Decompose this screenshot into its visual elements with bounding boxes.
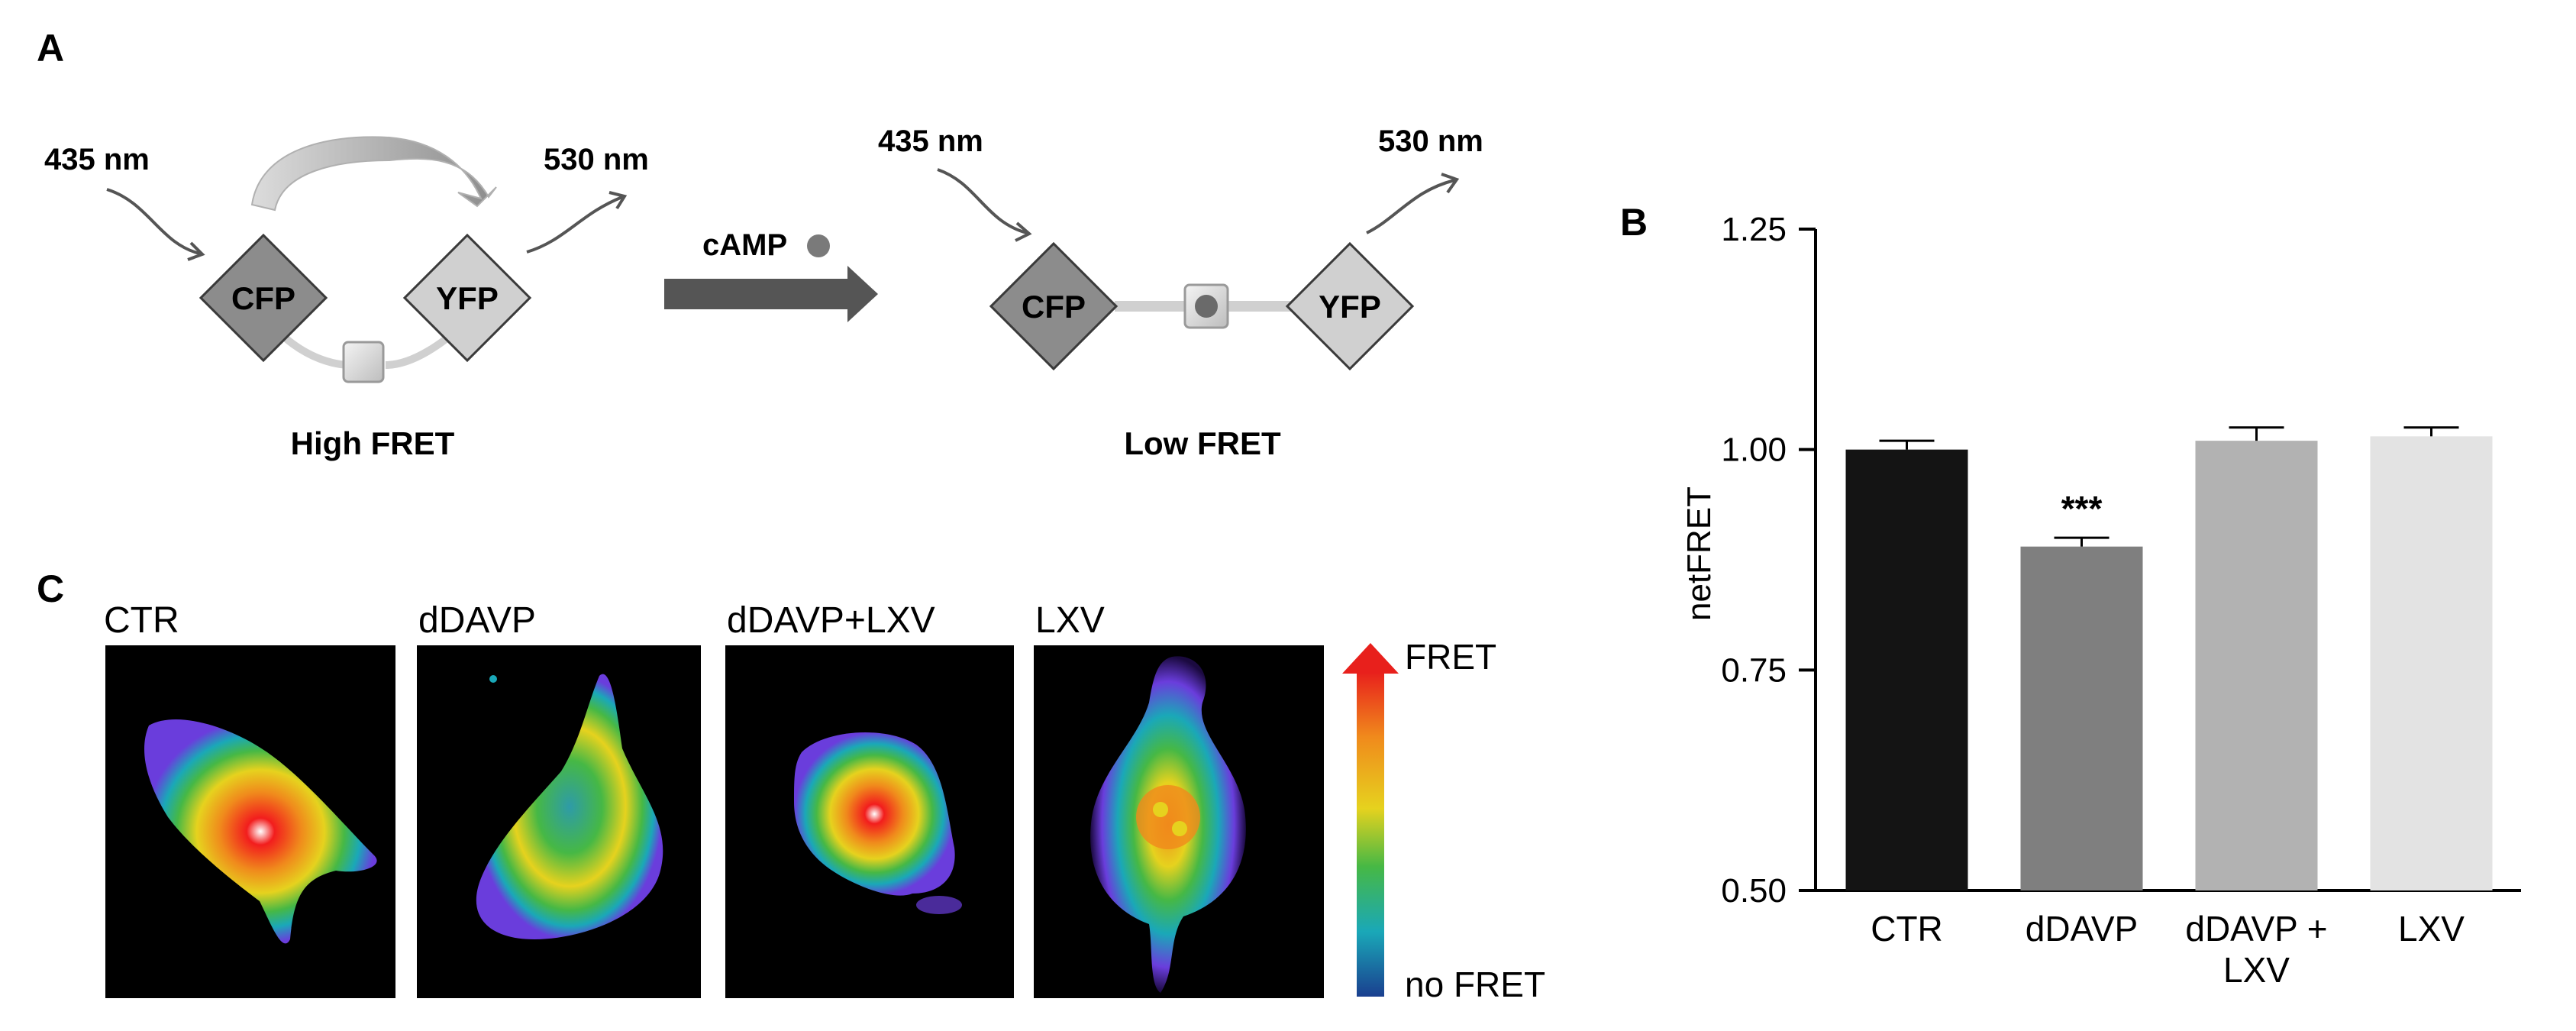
- high-emission-label: 530 nm: [544, 143, 649, 176]
- energy-transfer-arrow: [250, 136, 497, 212]
- low-excitation-label: 435 nm: [878, 124, 983, 158]
- camp-label: cAMP: [702, 228, 787, 262]
- high-fret-caption: High FRET: [291, 425, 455, 461]
- high-cyclic-binding-domain: [342, 341, 385, 383]
- x-tick-label: dDAVP: [2026, 909, 2138, 949]
- x-tick-label: LXV: [2223, 950, 2290, 990]
- panel-b-letter: B: [1620, 201, 1648, 244]
- panel-a-letter: A: [37, 27, 64, 69]
- color-scale-top-label: FRET: [1405, 637, 1496, 677]
- high-yfp-diamond: [402, 233, 532, 363]
- image-label-ddavp-lxv: dDAVP+LXV: [727, 600, 935, 641]
- y-tick-label: 1.25: [1721, 211, 1787, 248]
- high-cfp-diamond: [199, 233, 328, 363]
- low-cfp-diamond: [989, 241, 1119, 371]
- bars: ***: [1845, 426, 2493, 890]
- high-emission-arrow: [526, 196, 623, 254]
- panel-c: C CTR dDAVP dDAVP+LXV LXV: [37, 567, 1545, 1004]
- low-fret-sensor: 435 nm 530 nm CFP YFP Low FRET: [878, 124, 1483, 461]
- x-tick-label: dDAVP +: [2185, 909, 2327, 949]
- significance-annotation: ***: [2061, 489, 2103, 528]
- cell-ddavp: [476, 674, 663, 939]
- y-axis-label: netFRET: [1680, 486, 1718, 621]
- high-excitation-arrow: [106, 188, 201, 255]
- cell-ctr: [144, 719, 377, 944]
- fret-image-lxv: [1034, 645, 1324, 998]
- camp-dot: [807, 234, 830, 257]
- color-scale-arrowhead: [1342, 643, 1399, 674]
- bar: [1845, 449, 1968, 890]
- camp-transition: cAMP: [664, 228, 878, 322]
- bar: [2370, 436, 2493, 890]
- color-scale-bar: [1357, 672, 1384, 997]
- high-excitation-label: 435 nm: [44, 143, 150, 176]
- bar-chart: B netFRET 0.50 0.75 1.00 1.25 *** CTR dDAVP d…: [1620, 201, 2521, 990]
- low-yfp-diamond: [1285, 241, 1415, 371]
- panel-a: A 435 nm 530 nm CFP YFP High FRET cAMP: [37, 27, 1483, 461]
- low-emission-arrow: [1366, 179, 1455, 234]
- high-fret-sensor: 435 nm 530 nm CFP YFP High FRET: [44, 136, 649, 461]
- panel-c-letter: C: [37, 567, 64, 610]
- image-label-ctr: CTR: [104, 600, 179, 641]
- x-tick-label: LXV: [2398, 909, 2465, 949]
- low-cfp-label: CFP: [1022, 289, 1086, 325]
- cell-ddavp-lxv: [794, 732, 955, 896]
- high-cfp-label: CFP: [231, 280, 295, 316]
- y-tick-label: 0.75: [1721, 651, 1787, 689]
- fret-color-scale: FRET no FRET: [1342, 637, 1545, 1004]
- low-excitation-arrow: [937, 168, 1028, 234]
- y-tick-label: 1.00: [1721, 431, 1787, 469]
- fret-image-ddavp-lxv: [725, 645, 1014, 998]
- x-tick-label: CTR: [1871, 909, 1943, 949]
- image-label-ddavp: dDAVP: [418, 600, 536, 641]
- low-yfp-label: YFP: [1319, 289, 1381, 325]
- fret-image-ddavp: [417, 645, 701, 998]
- fret-image-ctr: [105, 645, 395, 998]
- y-tick-label: 0.50: [1721, 872, 1787, 910]
- low-fret-caption: Low FRET: [1124, 425, 1281, 461]
- y-ticks: 0.50 0.75 1.00 1.25: [1721, 211, 1816, 910]
- low-bound-camp-dot: [1195, 295, 1218, 318]
- high-yfp-label: YFP: [436, 280, 499, 316]
- image-label-lxv: LXV: [1035, 600, 1105, 641]
- transition-arrow: [664, 266, 878, 322]
- bar: [2195, 441, 2318, 890]
- color-scale-bottom-label: no FRET: [1405, 965, 1545, 1004]
- low-emission-label: 530 nm: [1378, 124, 1483, 158]
- bar: [2020, 546, 2143, 890]
